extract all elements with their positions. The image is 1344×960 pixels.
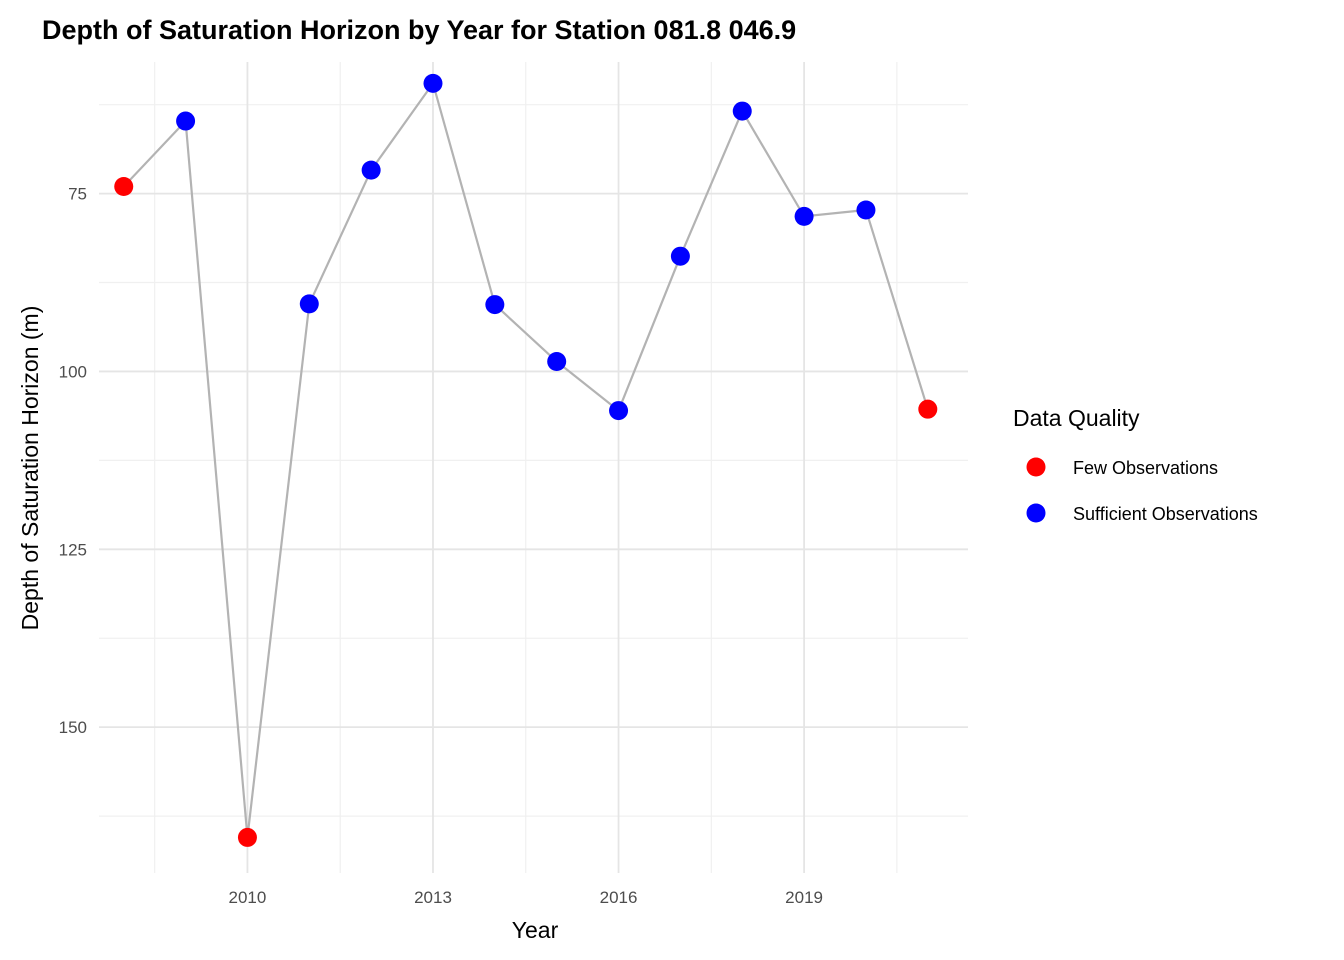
data-point xyxy=(423,73,443,93)
y-tick-label: 150 xyxy=(59,718,87,737)
minor-grid xyxy=(99,62,968,873)
y-tick-label: 75 xyxy=(68,185,87,204)
x-axis-title: Year xyxy=(512,917,559,943)
legend-key xyxy=(1026,457,1046,477)
y-axis-ticks: 75 100 125 150 xyxy=(59,185,87,738)
legend-title: Data Quality xyxy=(1013,405,1140,431)
data-point xyxy=(670,246,690,266)
x-tick-label: 2013 xyxy=(414,888,452,907)
x-tick-label: 2019 xyxy=(785,888,823,907)
data-point xyxy=(856,200,876,220)
data-point xyxy=(794,206,814,226)
data-point xyxy=(547,352,567,372)
data-point xyxy=(918,399,938,419)
y-tick-label: 100 xyxy=(59,362,87,381)
data-point xyxy=(732,101,752,121)
data-point xyxy=(176,111,196,131)
x-tick-label: 2010 xyxy=(229,888,267,907)
y-tick-label: 125 xyxy=(59,540,87,559)
data-point xyxy=(237,827,257,847)
legend-label: Sufficient Observations xyxy=(1073,504,1258,524)
x-axis-ticks: 2010 2013 2016 2019 xyxy=(229,888,823,907)
data-points xyxy=(114,73,938,847)
legend-key xyxy=(1026,503,1046,523)
legend: Data Quality Few Observations Sufficient … xyxy=(1013,405,1258,524)
data-point xyxy=(485,295,505,315)
data-point xyxy=(114,176,134,196)
major-grid xyxy=(99,62,968,873)
data-point xyxy=(361,160,381,180)
data-point xyxy=(299,294,319,314)
y-axis-title: Depth of Saturation Horizon (m) xyxy=(17,306,43,631)
x-tick-label: 2016 xyxy=(600,888,638,907)
series-line xyxy=(122,80,929,838)
chart-title: Depth of Saturation Horizon by Year for … xyxy=(42,15,796,45)
legend-label: Few Observations xyxy=(1073,458,1218,478)
data-point xyxy=(609,401,629,421)
